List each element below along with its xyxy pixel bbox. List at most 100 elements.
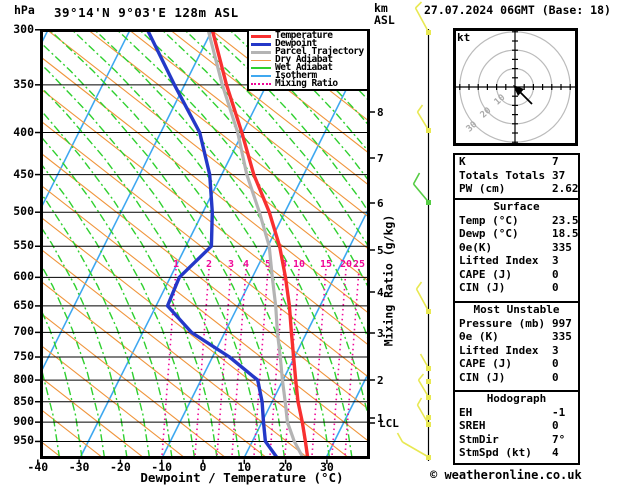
mixing-ratio-line [269,268,285,457]
legend-line-sample [251,83,271,85]
wet-adiabat-line [116,30,369,427]
table-row: θe (K) 335 [455,330,578,344]
table-row-label: Lifted Index [459,343,539,357]
mixing-ratio-line [344,268,360,457]
mixing-ratio-line [216,268,232,457]
table-row: CAPE (J) 0 [455,357,578,371]
dewpoint-curve [145,30,279,457]
indices-table-section: K 7 Totals Totals 37 PW (cm) 2.62 [453,153,580,200]
table-row: Lifted Index 3 [455,254,578,268]
mixing-ratio-line [331,268,347,457]
table-row-value: 0 [552,267,559,281]
table-row-label: Totals Totals [459,168,546,182]
wet-adiabat-line [41,86,241,457]
legend-item-label: Temperature [275,30,333,41]
legend-line-sample [251,67,271,69]
storm-motion-vector [518,90,533,105]
table-row-label: Temp (°C) [459,213,519,227]
table-row-value: 7 [552,155,559,168]
table-row-label: CAPE (J) [459,357,512,370]
table-row: CAPE (J) 0 [455,268,578,282]
mixing-ratio-line [253,268,269,457]
wet-adiabat-line [93,30,353,457]
legend-item-label: Dewpoint [275,38,317,49]
isotherm-line [325,370,369,457]
indices-table-section: Hodograph EH -1 SREH 0 StmDir 7° StmSpd (kt) 4 [453,390,580,465]
legend-item-label: Dry Adiabat [275,54,333,65]
dry-adiabat-line [41,184,369,443]
dry-adiabat-line [41,248,308,457]
legend-line-sample [251,50,271,54]
table-section-header: Hodograph [486,392,547,405]
legend-item: Isotherm [251,71,367,80]
legend-item: Mixing Ratio [251,79,367,88]
wet-adiabat-line [206,30,369,214]
wet-adiabat-line [48,30,308,457]
legend-rows: Temperature Dewpoint Parcel Trajectory Dry … [251,30,367,88]
wet-adiabat-line [138,30,369,344]
table-row-value: 0 [552,419,559,432]
table-row-value: 335 [552,330,572,343]
wind-barb [416,397,431,427]
plot-frame [40,29,370,459]
table-row-value: 335 [552,240,572,254]
isotherm-line [41,30,213,374]
table-row-label: CAPE (J) [459,267,512,281]
wet-adiabat-line [273,30,369,127]
wind-station-dot [426,415,431,420]
wet-adiabat-line [41,162,173,457]
table-row-label: K [459,155,466,168]
wind-barb [417,373,431,400]
mixing-ratio-line [194,268,210,457]
table-row: StmDir 7° [455,433,578,447]
table-row: SREH 0 [455,419,578,433]
dry-adiabat-line [41,280,267,457]
legend-line-sample [251,59,271,61]
indices-table-section: Surface Temp (°C) 23.5 Dewp (°C) 18.5 θe(K) 33… [453,198,580,303]
legend-line-sample [251,42,271,46]
dry-adiabat-line [41,88,369,347]
dry-adiabat-line [87,30,369,251]
legend-line-sample [251,34,271,38]
table-row: Dewp (°C) 18.5 [455,227,579,241]
table-row-label: θe (K) [459,330,499,343]
wet-adiabat-line [41,109,218,457]
table-row-label: PW (cm) [459,182,506,195]
wet-adiabat-line [41,225,128,457]
table-row-value: 997 [552,316,572,330]
dry-adiabat-line [210,30,369,154]
table-row-label: θe(K) [459,240,493,254]
wet-adiabat-line [71,30,331,457]
background-line-families [41,30,369,457]
legend-item-label: Parcel Trajectory [275,46,364,57]
isotherm-line [41,30,131,210]
table-row: StmSpd (kt) 4 [455,446,578,460]
table-row-label: StmSpd (kt) [459,446,532,459]
table-row: Totals Totals 37 [455,169,578,183]
table-row-value: 2.62 [552,182,579,195]
legend-box: Temperature Dewpoint Parcel Trajectory Dry … [247,29,369,91]
dry-adiabat-line [41,344,185,457]
parcel-trajectory-curve [206,30,305,457]
wind-station-dot [426,379,431,384]
wind-barb [416,104,431,133]
wet-adiabat-line [41,135,196,457]
legend-item: Parcel Trajectory [251,46,367,57]
table-row-value: 0 [552,370,559,384]
table-row: θe(K) 335 [455,241,578,255]
legend-item: Dewpoint [251,38,367,49]
wet-adiabat-line [183,30,369,250]
wet-adiabat-line [41,42,286,457]
table-row: PW (cm) 2.62 [455,182,579,196]
table-section-header: Surface [493,200,540,213]
legend-line-sample [251,75,271,77]
wind-barb [396,432,431,460]
table-row-label: SREH [459,419,486,432]
table-row-label: CIN (J) [459,370,506,384]
table-row: CIN (J) 0 [455,371,578,385]
table-row-value: 18.5 [552,227,579,240]
table-row: EH -1 [455,406,578,420]
